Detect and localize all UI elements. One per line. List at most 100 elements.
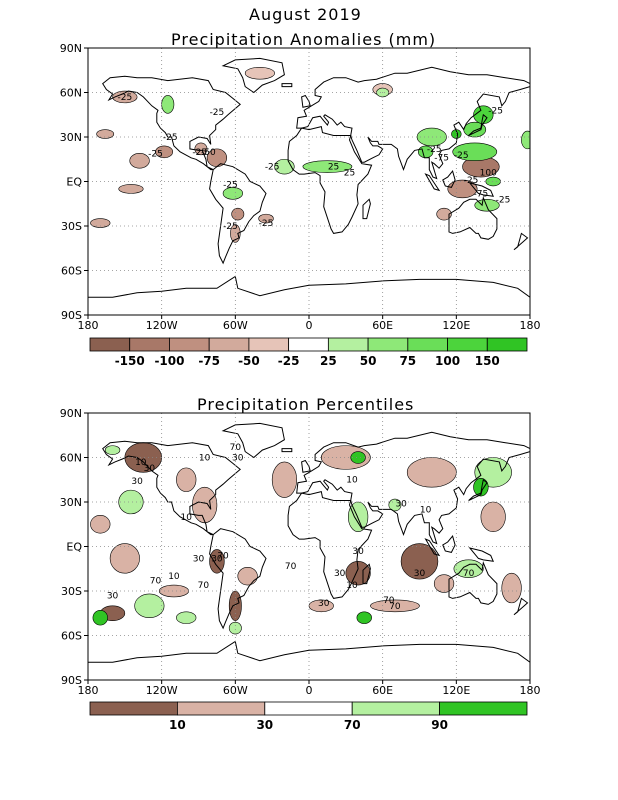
percentile-map-region-9 — [400, 543, 439, 580]
lon-label: 60E — [372, 319, 393, 332]
colorbar-label: 10 — [169, 718, 186, 732]
coastline-12 — [301, 94, 311, 108]
percentile-map-region-24 — [92, 609, 108, 626]
contour-label: 10 — [346, 581, 358, 591]
colorbar-label: -75 — [198, 354, 220, 368]
lat-label: 90S — [61, 674, 82, 687]
bottom-map-title: Precipitation Percentiles — [197, 395, 415, 414]
coastline-13 — [281, 448, 293, 453]
anomaly-map-region-29 — [451, 129, 462, 139]
percentile-map-region-8 — [345, 561, 371, 586]
percentile-map-region-1 — [192, 486, 218, 524]
top-map-title: Precipitation Anomalies (mm) — [171, 30, 437, 49]
contour-label: 30 — [395, 499, 407, 509]
anomaly-map-region-22 — [474, 199, 500, 212]
colorbar-swatch — [327, 337, 369, 352]
anomaly-map-region-7 — [258, 213, 274, 224]
contour-label: -25 — [427, 145, 442, 155]
coastline-9 — [442, 535, 456, 553]
anomaly-map-region-11 — [447, 179, 478, 199]
percentile-map-region-17 — [406, 457, 457, 488]
contour-label: 70 — [198, 581, 210, 591]
lat-label: 60S — [61, 265, 82, 278]
contour-label: 25 — [328, 163, 339, 173]
coastline-7 — [362, 563, 371, 585]
colorbar-swatch — [176, 701, 266, 716]
coastline-5 — [448, 560, 498, 605]
percentile-map-region-25 — [473, 477, 489, 497]
percentile-map-region-26 — [356, 611, 372, 624]
percentile-map-region-2 — [109, 543, 140, 574]
coastline-6 — [88, 640, 530, 663]
anomaly-map-region-27 — [521, 130, 530, 150]
colorbar-label: 70 — [344, 718, 361, 732]
coastline-14 — [513, 597, 529, 616]
lat-label: 60S — [61, 630, 82, 643]
percentile-map-region-5 — [237, 566, 258, 586]
percentile-map-region-27 — [134, 593, 165, 619]
contour-label: 25 — [344, 169, 355, 179]
coastline-10 — [424, 173, 441, 192]
lon-label: 180 — [520, 684, 541, 697]
contour-label: 100 — [480, 169, 497, 179]
colorbar-label: 90 — [431, 718, 448, 732]
percentile-map-region-14 — [370, 599, 420, 613]
percentile-map-region-32 — [104, 445, 121, 455]
contour-label: 70 — [463, 569, 475, 579]
anomaly-map-region-2 — [155, 145, 174, 159]
colorbar-swatch — [208, 337, 250, 352]
percentile-map-region-19 — [176, 467, 197, 492]
lon-label: 120E — [442, 319, 470, 332]
contour-label: 70 — [150, 577, 162, 587]
anomaly-map-region-19 — [452, 142, 498, 162]
lat-label: 30S — [61, 585, 82, 598]
contour-label: -50 — [201, 148, 216, 158]
percentile-map-region-13 — [90, 515, 111, 534]
colorbar-swatch — [439, 701, 528, 716]
coastline-13 — [281, 83, 293, 88]
colorbar-label: 25 — [320, 354, 337, 368]
colorbar-label: -150 — [115, 354, 145, 368]
contour-label: -25 — [223, 222, 238, 232]
colorbar-label: -50 — [238, 354, 260, 368]
percentile-map-region-4 — [209, 549, 225, 574]
page-title: August 2019 — [249, 5, 362, 24]
anomaly-map-region-9 — [90, 218, 111, 228]
colorbar-label: 30 — [256, 718, 273, 732]
percentile-map-colorbar: 10 30 70 90 — [89, 701, 528, 732]
coastline-5 — [448, 195, 498, 240]
percentile-map-region-22 — [347, 501, 369, 532]
contour-label: -25 — [488, 106, 503, 116]
percentile-map-region-10 — [433, 574, 455, 593]
contour-label: -25 — [148, 149, 163, 159]
lat-label: EQ — [66, 541, 82, 554]
lon-label: 180 — [520, 319, 541, 332]
anomaly-map-region-12 — [436, 207, 452, 221]
contour-label: 30 — [232, 453, 244, 463]
lon-label: 60E — [372, 684, 393, 697]
coastline-12 — [301, 459, 311, 473]
contour-label: 10 — [199, 453, 211, 463]
contour-label: 10 — [346, 476, 358, 486]
coastline-2 — [209, 163, 267, 265]
coastline-7 — [362, 198, 371, 220]
contour-label: 30 — [144, 464, 156, 474]
lat-label: 30N — [60, 496, 82, 509]
colorbar-label: 75 — [399, 354, 416, 368]
colorbar-swatch — [486, 337, 528, 352]
contour-label: 10 — [135, 458, 147, 468]
colorbar-swatch — [367, 337, 409, 352]
anomaly-map-region-8 — [118, 184, 144, 194]
coastline-0 — [102, 75, 241, 171]
colorbar-swatch — [447, 337, 488, 352]
lon-label: 120W — [146, 684, 178, 697]
anomaly-map-region-15 — [96, 129, 115, 139]
lat-label: 90N — [60, 42, 82, 55]
contour-label: 10 — [420, 505, 432, 515]
percentile-map-region-29 — [350, 451, 366, 464]
coastline-11 — [468, 182, 495, 197]
percentile-map-region-15 — [271, 461, 298, 498]
lat-label: 90N — [60, 407, 82, 420]
